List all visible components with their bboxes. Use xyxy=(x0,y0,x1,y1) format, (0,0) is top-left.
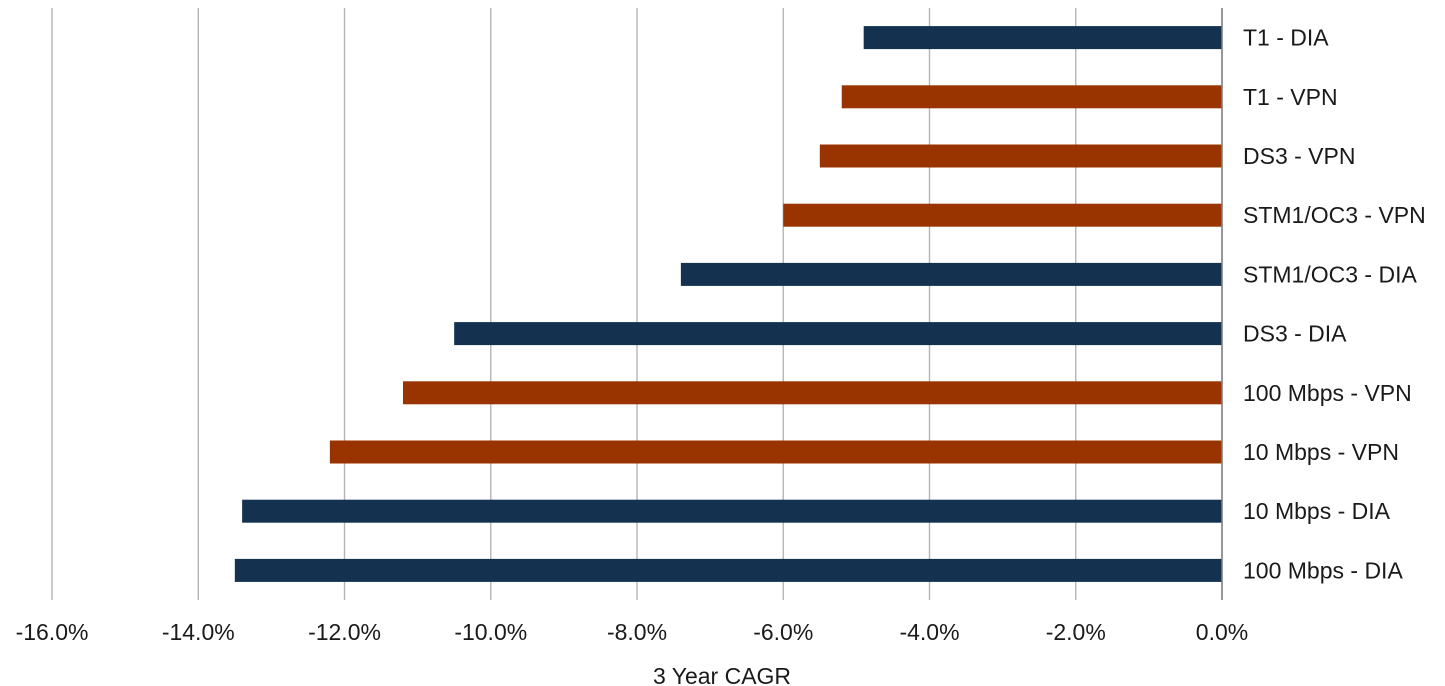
bar xyxy=(403,381,1222,405)
x-tick-label: 0.0% xyxy=(1196,619,1248,645)
x-tick-label: -16.0% xyxy=(16,619,89,645)
bars xyxy=(234,26,1222,582)
x-tick-label: -2.0% xyxy=(1046,619,1106,645)
category-label: DS3 - DIA xyxy=(1243,321,1347,347)
bar xyxy=(234,558,1222,582)
x-tick-labels: -16.0% -14.0% -12.0% -10.0% -8.0% -6.0% -4.0% -… xyxy=(16,619,1249,645)
bar xyxy=(242,499,1222,523)
category-label: 10 Mbps - VPN xyxy=(1243,439,1399,465)
category-label: 10 Mbps - DIA xyxy=(1243,498,1391,524)
bar xyxy=(329,440,1222,464)
category-label: DS3 - VPN xyxy=(1243,143,1355,169)
x-axis-title: 3 Year CAGR xyxy=(653,663,791,686)
category-label: STM1/OC3 - VPN xyxy=(1243,202,1426,228)
category-label: T1 - DIA xyxy=(1243,25,1329,51)
category-label: STM1/OC3 - DIA xyxy=(1243,261,1417,287)
category-label: 100 Mbps - DIA xyxy=(1243,557,1403,583)
category-label: T1 - VPN xyxy=(1243,84,1338,110)
bar xyxy=(680,262,1222,286)
bar xyxy=(863,26,1222,50)
x-tick-label: -8.0% xyxy=(607,619,667,645)
category-label: 100 Mbps - VPN xyxy=(1243,380,1412,406)
x-tick-label: -14.0% xyxy=(162,619,235,645)
bar xyxy=(454,322,1222,346)
x-tick-label: -6.0% xyxy=(753,619,813,645)
bar xyxy=(783,203,1222,227)
x-tick-label: -10.0% xyxy=(454,619,527,645)
bar xyxy=(819,144,1222,168)
x-tick-label: -12.0% xyxy=(308,619,381,645)
category-labels: T1 - DIA T1 - VPN DS3 - VPN STM1/OC3 - VPN S… xyxy=(1243,25,1426,584)
x-tick-label: -4.0% xyxy=(899,619,959,645)
bar xyxy=(841,85,1222,109)
